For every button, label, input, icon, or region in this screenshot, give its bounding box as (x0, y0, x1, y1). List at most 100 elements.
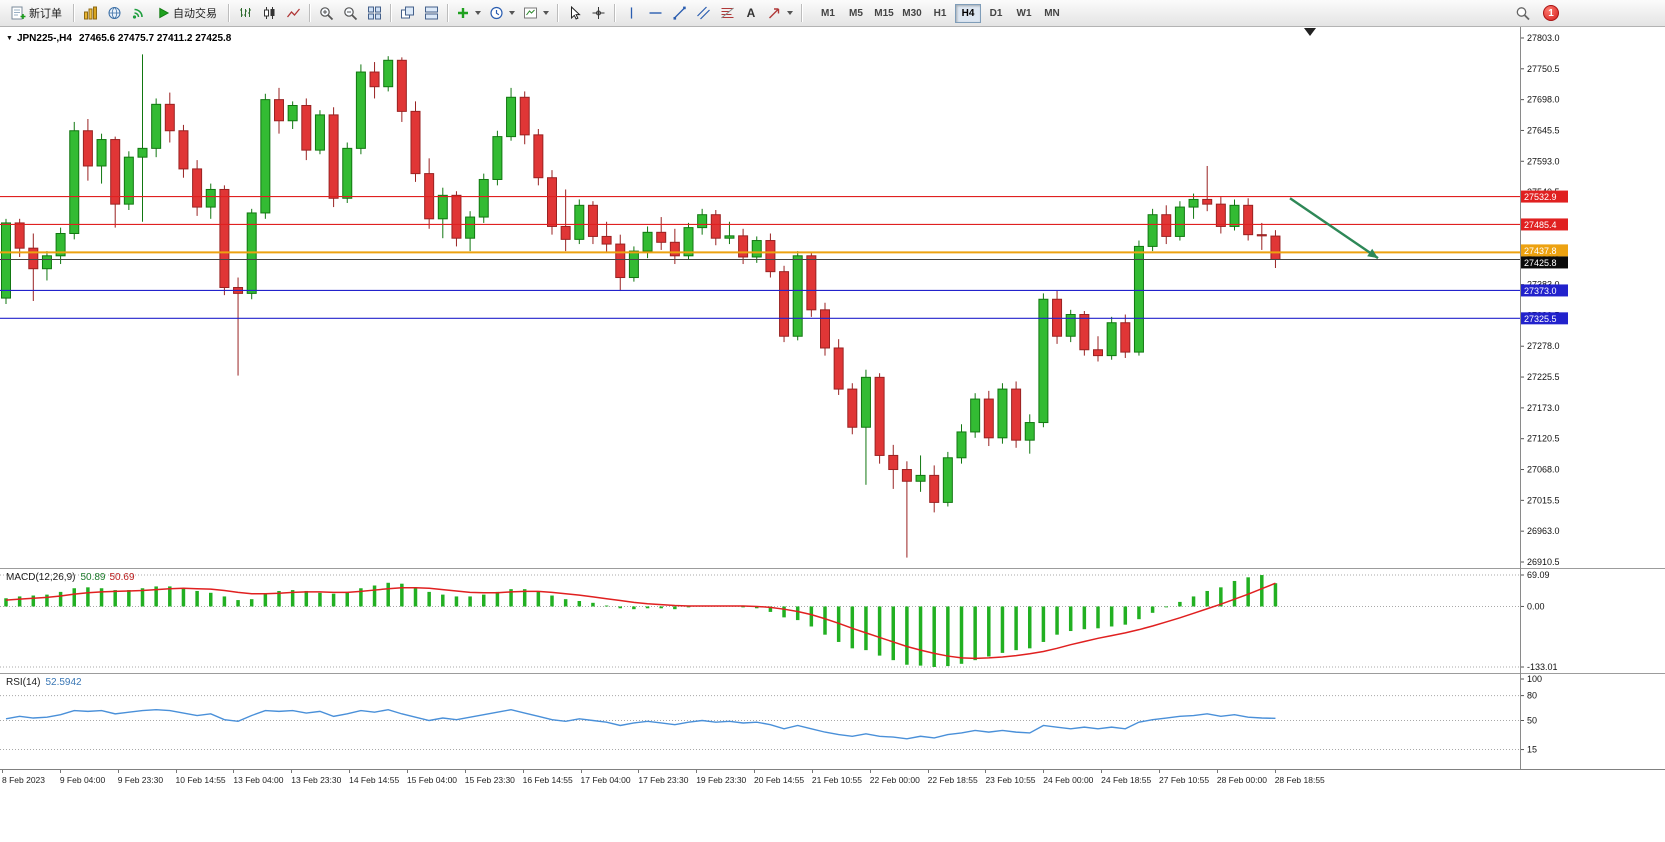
zoom-out-button[interactable] (338, 2, 362, 24)
timeframe-m30-button[interactable]: M30 (899, 4, 925, 23)
fibonacci-tool-button[interactable] (715, 2, 739, 24)
time-axis-label: 8 Feb 2023 (2, 775, 46, 785)
bar-chart-button[interactable] (233, 2, 257, 24)
svg-text:15: 15 (1527, 745, 1537, 755)
svg-text:26963.0: 26963.0 (1527, 526, 1560, 536)
svg-text:0.00: 0.00 (1527, 601, 1545, 611)
trendline-tool-button[interactable] (667, 2, 691, 24)
zoom-out-icon (343, 6, 357, 20)
play-icon (159, 7, 170, 19)
rsi-name: RSI(14) (6, 677, 41, 688)
time-tick (117, 770, 119, 773)
svg-text:27532.9: 27532.9 (1524, 192, 1557, 202)
svg-text:27068.0: 27068.0 (1527, 465, 1560, 475)
toolbar-separator (557, 4, 558, 22)
timeframe-m15-button[interactable]: M15 (871, 4, 897, 23)
new-order-icon (11, 6, 26, 20)
time-tick (1159, 770, 1160, 773)
pane-separator[interactable] (0, 568, 1665, 569)
timeframe-m5-button[interactable]: M5 (843, 4, 869, 23)
time-axis-label: 28 Feb 00:00 (1216, 775, 1267, 785)
time-tick (1101, 770, 1103, 773)
time-axis-label: 21 Feb 10:55 (811, 775, 862, 785)
svg-text:27593.0: 27593.0 (1527, 156, 1560, 166)
time-axis-label: 15 Feb 04:00 (406, 775, 458, 785)
cascade-windows-button[interactable] (395, 2, 419, 24)
tile-windows-button[interactable] (362, 2, 386, 24)
time-tick (406, 770, 408, 773)
svg-text:100: 100 (1527, 674, 1542, 684)
main-price-chart[interactable]: 27803.027750.527698.027645.527593.027540… (0, 27, 1665, 568)
new-order-button[interactable]: 新订单 (4, 2, 69, 24)
timeframe-w1-button[interactable]: W1 (1011, 4, 1037, 23)
candlestick-icon (263, 7, 274, 19)
market-watch-button[interactable] (78, 2, 102, 24)
time-axis[interactable]: 8 Feb 2023 9 Feb 04:00 9 Feb 23:30 10 Feb 1… (0, 770, 1665, 792)
search-icon (1516, 6, 1530, 20)
text-tool-icon: A (746, 6, 756, 20)
time-tick (696, 770, 698, 773)
arrange-windows-button[interactable] (419, 2, 443, 24)
toolbar-separator (73, 4, 74, 22)
svg-text:27225.5: 27225.5 (1527, 372, 1560, 382)
time-tick (927, 770, 929, 773)
svg-text:27325.5: 27325.5 (1524, 314, 1557, 324)
timeframe-mn-button[interactable]: MN (1039, 4, 1065, 23)
time-axis-label: 24 Feb 18:55 (1101, 775, 1152, 785)
toolbar-separator (228, 4, 229, 22)
autotrading-button[interactable]: 自动交易 (150, 2, 224, 24)
templates-button[interactable] (519, 2, 553, 24)
zoom-in-button[interactable] (314, 2, 338, 24)
toolbar-separator (801, 4, 802, 22)
rsi-value: 52.5942 (45, 677, 82, 688)
signals-button[interactable] (126, 2, 150, 24)
svg-text:80: 80 (1527, 691, 1537, 701)
rsi-indicator-pane[interactable]: 100 80 50 15 (0, 674, 1665, 769)
notification-badge[interactable]: 1 (1543, 5, 1559, 21)
time-axis-label: 19 Feb 23:30 (696, 775, 747, 785)
timeframe-h1-button[interactable]: H1 (927, 4, 953, 23)
vertical-line-tool-button[interactable] (619, 2, 643, 24)
add-indicator-button[interactable] (452, 2, 485, 24)
dropdown-caret-icon (787, 11, 793, 15)
svg-text:27373.0: 27373.0 (1524, 286, 1557, 296)
periods-button[interactable] (485, 2, 519, 24)
community-button[interactable] (102, 2, 126, 24)
macd-signal-value: 50.69 (109, 572, 135, 583)
cascade-windows-icon (400, 6, 414, 19)
svg-text:27698.0: 27698.0 (1527, 95, 1560, 105)
text-tool-button[interactable]: A (739, 2, 763, 24)
timeframe-m1-button[interactable]: M1 (815, 4, 841, 23)
svg-text:27120.5: 27120.5 (1527, 434, 1560, 444)
candlestick-chart-button[interactable] (257, 2, 281, 24)
timeframe-d1-button[interactable]: D1 (983, 4, 1009, 23)
timeframe-h4-button[interactable]: H4 (955, 3, 981, 23)
channel-tool-button[interactable] (691, 2, 715, 24)
dropdown-caret-icon (509, 11, 515, 15)
ohlc-bars-icon (239, 8, 251, 17)
line-chart-icon (286, 8, 300, 18)
autotrading-label: 自动交易 (173, 8, 217, 20)
one-click-trading-toggle-icon[interactable]: ▼ (6, 35, 13, 42)
clock-icon (490, 6, 503, 20)
time-axis-label: 17 Feb 04:00 (580, 775, 631, 785)
horizontal-line-tool-button[interactable] (643, 2, 667, 24)
line-chart-button[interactable] (281, 2, 305, 24)
macd-indicator-pane[interactable]: 69.09 0.00 -133.01 (0, 569, 1665, 673)
time-axis-label: 9 Feb 04:00 (59, 775, 106, 785)
toolbar-separator (447, 4, 448, 22)
crosshair-icon (592, 7, 604, 19)
time-tick (2, 770, 3, 773)
arrange-windows-icon (424, 6, 438, 20)
search-button[interactable] (1511, 2, 1535, 24)
crosshair-tool-button[interactable] (586, 2, 610, 24)
template-icon (524, 7, 537, 19)
new-order-label: 新订单 (29, 8, 62, 20)
arrows-tool-button[interactable] (763, 2, 797, 24)
cursor-tool-button[interactable] (562, 2, 586, 24)
time-tick (811, 770, 813, 773)
pane-separator[interactable] (0, 673, 1665, 674)
dropdown-caret-icon (475, 11, 481, 15)
time-axis-label: 27 Feb 10:55 (1159, 775, 1210, 785)
toolbar-separator (309, 4, 310, 22)
